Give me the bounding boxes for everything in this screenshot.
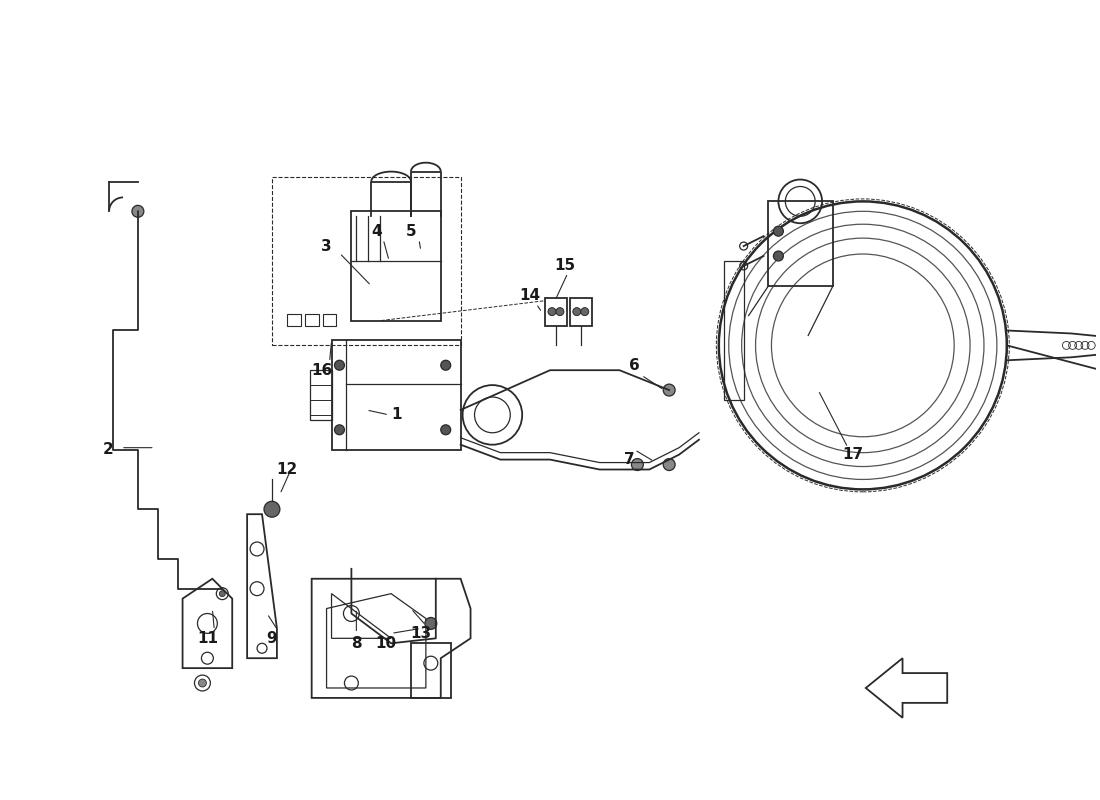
Text: 9: 9 bbox=[266, 631, 277, 646]
Text: 4: 4 bbox=[371, 224, 382, 238]
Text: 2: 2 bbox=[102, 442, 113, 457]
Circle shape bbox=[441, 425, 451, 434]
Text: 14: 14 bbox=[519, 288, 541, 303]
Text: 3: 3 bbox=[321, 238, 332, 254]
Circle shape bbox=[631, 458, 644, 470]
Circle shape bbox=[663, 458, 675, 470]
Text: 11: 11 bbox=[197, 631, 218, 646]
Circle shape bbox=[663, 384, 675, 396]
Text: 6: 6 bbox=[629, 358, 640, 373]
Text: 15: 15 bbox=[554, 258, 575, 274]
Text: 8: 8 bbox=[351, 636, 362, 650]
Circle shape bbox=[573, 308, 581, 315]
Circle shape bbox=[425, 618, 437, 630]
Text: 7: 7 bbox=[624, 452, 635, 467]
Text: 5: 5 bbox=[406, 224, 416, 238]
Text: 17: 17 bbox=[843, 447, 864, 462]
Circle shape bbox=[581, 308, 589, 315]
Circle shape bbox=[548, 308, 556, 315]
Circle shape bbox=[773, 226, 783, 236]
Circle shape bbox=[132, 206, 144, 218]
Polygon shape bbox=[866, 658, 947, 718]
Text: 10: 10 bbox=[375, 636, 397, 650]
Text: 13: 13 bbox=[410, 626, 431, 641]
Circle shape bbox=[334, 425, 344, 434]
Circle shape bbox=[198, 679, 207, 687]
Circle shape bbox=[556, 308, 564, 315]
Text: 1: 1 bbox=[390, 407, 402, 422]
Circle shape bbox=[264, 502, 279, 517]
Circle shape bbox=[219, 590, 225, 597]
Text: 16: 16 bbox=[311, 362, 332, 378]
Circle shape bbox=[441, 360, 451, 370]
Circle shape bbox=[334, 360, 344, 370]
Circle shape bbox=[773, 251, 783, 261]
Text: 12: 12 bbox=[276, 462, 297, 477]
